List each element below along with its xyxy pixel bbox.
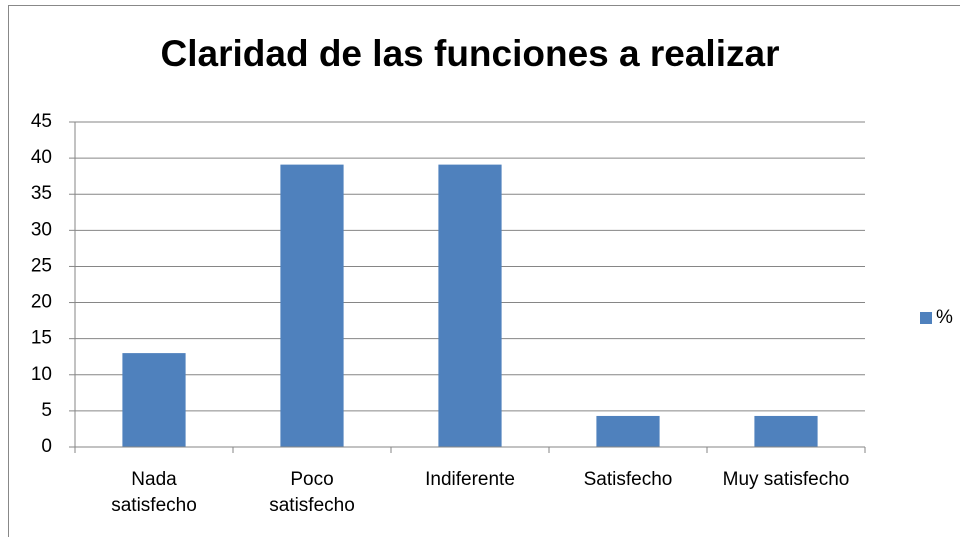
y-tick-label: 45 (31, 111, 52, 132)
y-tick-label: 40 (31, 147, 52, 168)
y-tick-label: 0 (41, 436, 52, 457)
bar (754, 415, 818, 447)
y-tick-label: 10 (31, 364, 52, 385)
bar (438, 164, 502, 447)
y-tick-label: 15 (31, 328, 52, 349)
y-tick-label: 5 (41, 400, 52, 421)
y-tick-label: 25 (31, 255, 52, 276)
bar (596, 415, 660, 447)
x-tick-label: Satisfecho (583, 469, 673, 490)
chart-title: Claridad de las funciones a realizar (161, 33, 780, 74)
bar (280, 164, 344, 447)
y-tick-label: 35 (31, 183, 52, 204)
y-tick-label: 30 (31, 219, 52, 240)
legend-swatch (920, 312, 932, 324)
legend-label: % (936, 307, 953, 328)
x-tick-label: Nada satisfecho (111, 469, 197, 516)
x-tick-label: Muy satisfecho (722, 469, 850, 490)
bar (122, 353, 186, 447)
x-tick-label: Poco satisfecho (269, 469, 355, 516)
y-tick-label: 20 (31, 292, 52, 313)
x-tick-label: Indiferente (425, 469, 515, 490)
